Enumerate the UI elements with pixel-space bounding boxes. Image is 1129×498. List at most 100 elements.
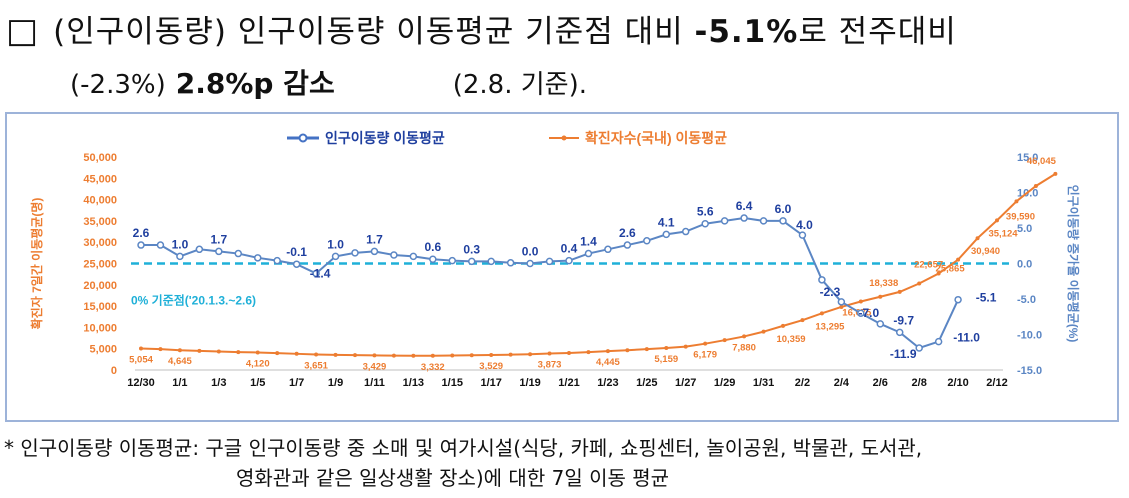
mobility-data-label: 6.4 bbox=[736, 199, 753, 213]
mobility-point bbox=[818, 276, 826, 284]
left-tick-label: 35,000 bbox=[83, 216, 117, 228]
x-tick-label: 1/1 bbox=[172, 377, 187, 389]
cases-point bbox=[469, 353, 474, 358]
right-tick-label: 15.0 bbox=[1017, 152, 1038, 164]
right-tick-label: 5.0 bbox=[1017, 223, 1032, 235]
mobility-point bbox=[720, 217, 729, 225]
mobility-point bbox=[253, 254, 262, 262]
cases-point bbox=[430, 353, 435, 358]
cases-data-label: 18,338 bbox=[869, 278, 898, 289]
mobility-data-label: 4.0 bbox=[796, 218, 813, 232]
left-tick-label: 40,000 bbox=[83, 195, 117, 207]
x-tick-label: 1/23 bbox=[597, 377, 618, 389]
x-tick-label: 1/11 bbox=[364, 377, 385, 389]
x-tick-label: 1/13 bbox=[403, 377, 424, 389]
headline-percent: -5.1% bbox=[694, 14, 799, 50]
mobility-data-label: 1.0 bbox=[327, 237, 344, 251]
cases-point bbox=[917, 281, 922, 286]
cases-data-label: 4,445 bbox=[596, 357, 620, 368]
cases-data-label: 25,865 bbox=[936, 264, 966, 275]
mobility-data-label: -7.0 bbox=[858, 306, 879, 320]
mobility-data-label: 0.6 bbox=[424, 240, 441, 254]
left-tick-label: 0 bbox=[111, 365, 117, 377]
cases-point bbox=[216, 349, 221, 354]
mobility-point bbox=[351, 249, 359, 257]
cases-point bbox=[703, 341, 708, 346]
x-tick-label: 1/5 bbox=[250, 377, 265, 389]
x-tick-label: 1/29 bbox=[714, 377, 735, 389]
cases-point bbox=[683, 344, 688, 349]
cases-point bbox=[314, 352, 319, 357]
cases-data-label: 3,651 bbox=[304, 360, 328, 371]
cases-data-label: 35,124 bbox=[988, 228, 1018, 239]
mobility-point bbox=[448, 256, 457, 265]
headline-line2: (-2.3%) 2.8%p 감소 (2.8. 기준). bbox=[70, 62, 587, 102]
cases-point bbox=[489, 352, 494, 357]
x-tick-label: 2/8 bbox=[912, 377, 927, 389]
mobility-data-label: 6.0 bbox=[775, 202, 792, 216]
cases-point bbox=[158, 347, 163, 352]
cases-point bbox=[139, 346, 143, 351]
cases-point bbox=[1014, 199, 1019, 204]
cases-point bbox=[391, 353, 396, 358]
x-tick-label: 2/12 bbox=[986, 377, 1007, 389]
cases-point bbox=[722, 338, 727, 343]
mobility-point bbox=[526, 259, 534, 268]
x-tick-label: 1/27 bbox=[675, 377, 696, 389]
cases-data-label: 3,429 bbox=[363, 361, 387, 372]
cases-data-label: 4,120 bbox=[246, 358, 270, 369]
mobility-point bbox=[273, 256, 281, 265]
headline-decrease: 2.8%p 감소 bbox=[175, 67, 335, 100]
mobility-point bbox=[409, 252, 418, 261]
cases-point bbox=[975, 236, 980, 241]
cases-point bbox=[781, 323, 785, 328]
mobility-point bbox=[292, 260, 301, 268]
x-tick-label: 1/9 bbox=[328, 377, 343, 389]
mobility-data-label: 1.7 bbox=[210, 232, 227, 246]
right-tick-label: -5.0 bbox=[1017, 294, 1036, 306]
footnote-line1: * 인구이동량 이동평균: 구글 인구이동량 중 소매 및 여가시설(식당, 카… bbox=[4, 436, 923, 460]
mobility-data-label: 0.4 bbox=[561, 242, 578, 256]
cases-point bbox=[625, 348, 630, 353]
cases-data-label: 30,940 bbox=[971, 246, 1000, 257]
legend-mobility-marker bbox=[298, 133, 308, 143]
cases-point bbox=[742, 334, 747, 339]
x-tick-label: 2/6 bbox=[873, 377, 888, 389]
mobility-point bbox=[643, 237, 651, 245]
mobility-point bbox=[545, 257, 554, 266]
mobility-point bbox=[857, 309, 865, 317]
mobility-data-label: -11.9 bbox=[890, 347, 917, 361]
cases-point bbox=[1053, 171, 1058, 176]
cases-point bbox=[995, 218, 999, 223]
cases-data-label: 13,295 bbox=[815, 321, 845, 332]
right-tick-label: -15.0 bbox=[1017, 365, 1042, 377]
x-tick-label: 1/17 bbox=[480, 377, 501, 389]
mobility-data-label: 4.1 bbox=[658, 215, 675, 229]
x-tick-label: 1/19 bbox=[519, 377, 540, 389]
mobility-data-label: 1.7 bbox=[366, 232, 383, 246]
bullet-square: □ bbox=[6, 11, 40, 51]
mobility-point bbox=[137, 241, 145, 249]
cases-point bbox=[547, 351, 552, 356]
mobility-point bbox=[895, 328, 904, 337]
mobility-point bbox=[876, 320, 885, 328]
mobility-point bbox=[584, 249, 593, 258]
mobility-point bbox=[487, 257, 495, 266]
mobility-data-label: 2.6 bbox=[619, 226, 636, 240]
headline-text-a: (인구이동량) 인구이동량 이동평균 기준점 대비 bbox=[53, 14, 695, 50]
mobility-point bbox=[467, 257, 476, 266]
cases-data-label: 6,179 bbox=[693, 350, 717, 361]
cases-data-label: 5,054 bbox=[129, 354, 153, 365]
cases-point bbox=[897, 289, 902, 294]
headline-line1: □ (인구이동량) 인구이동량 이동평균 기준점 대비 -5.1%로 전주대비 bbox=[6, 6, 957, 51]
cases-point bbox=[664, 346, 669, 351]
cases-point bbox=[508, 352, 513, 357]
mobility-point bbox=[312, 269, 320, 278]
cases-point bbox=[275, 351, 280, 356]
cases-data-label: 3,529 bbox=[479, 361, 503, 372]
cases-point bbox=[450, 353, 455, 358]
x-tick-label: 1/15 bbox=[442, 377, 463, 389]
left-tick-label: 5,000 bbox=[89, 344, 117, 356]
cases-point bbox=[1033, 183, 1038, 188]
mobility-point bbox=[759, 217, 768, 225]
